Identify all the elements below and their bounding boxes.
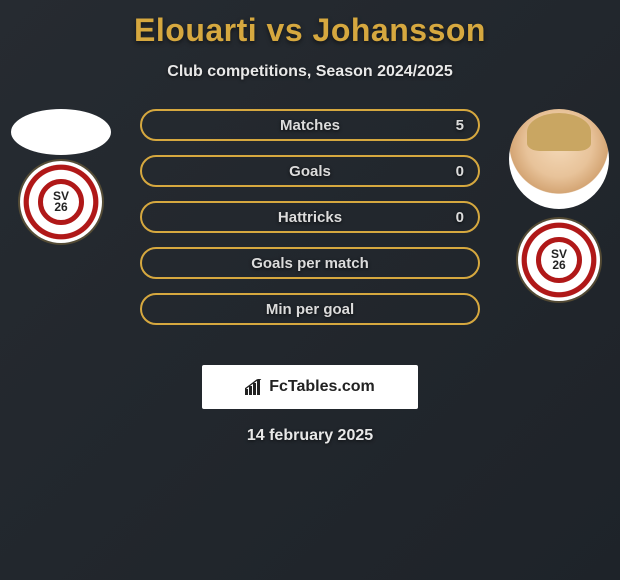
stat-label: Matches <box>280 117 340 134</box>
player-left-avatar <box>11 109 111 155</box>
page-title: Elouarti vs Johansson <box>0 0 620 49</box>
date-label: 14 february 2025 <box>0 427 620 445</box>
player-left-club-badge: SV 26 <box>20 161 102 243</box>
stat-value-right: 0 <box>456 163 464 180</box>
stat-row-matches: Matches 5 <box>140 109 480 141</box>
player-right-column: SV 26 <box>504 109 614 301</box>
stat-label: Min per goal <box>266 301 354 318</box>
club-badge-inner: SV 26 <box>38 179 84 225</box>
stat-value-right: 5 <box>456 117 464 134</box>
stat-label: Goals per match <box>251 255 369 272</box>
stats-list: Matches 5 Goals 0 Hattricks 0 Goals per … <box>140 109 480 325</box>
stat-label: Goals <box>289 163 331 180</box>
player-left-column: SV 26 <box>6 109 116 243</box>
stat-label: Hattricks <box>278 209 342 226</box>
player-right-club-badge: SV 26 <box>518 219 600 301</box>
club-badge-inner: SV 26 <box>536 237 582 283</box>
stat-row-min-per-goal: Min per goal <box>140 293 480 325</box>
stat-row-goals-per-match: Goals per match <box>140 247 480 279</box>
brand-text: FcTables.com <box>269 378 375 396</box>
comparison-panel: SV 26 SV 26 Matches 5 Goals 0 Hattricks … <box>0 109 620 349</box>
bar-chart-icon <box>245 379 265 395</box>
stat-row-hattricks: Hattricks 0 <box>140 201 480 233</box>
club-num: 26 <box>54 202 67 213</box>
stat-value-right: 0 <box>456 209 464 226</box>
avatar-hair <box>527 113 591 151</box>
stat-row-goals: Goals 0 <box>140 155 480 187</box>
player-right-avatar <box>509 109 609 209</box>
club-num: 26 <box>552 260 565 271</box>
brand-box[interactable]: FcTables.com <box>202 365 418 409</box>
subtitle: Club competitions, Season 2024/2025 <box>0 63 620 81</box>
